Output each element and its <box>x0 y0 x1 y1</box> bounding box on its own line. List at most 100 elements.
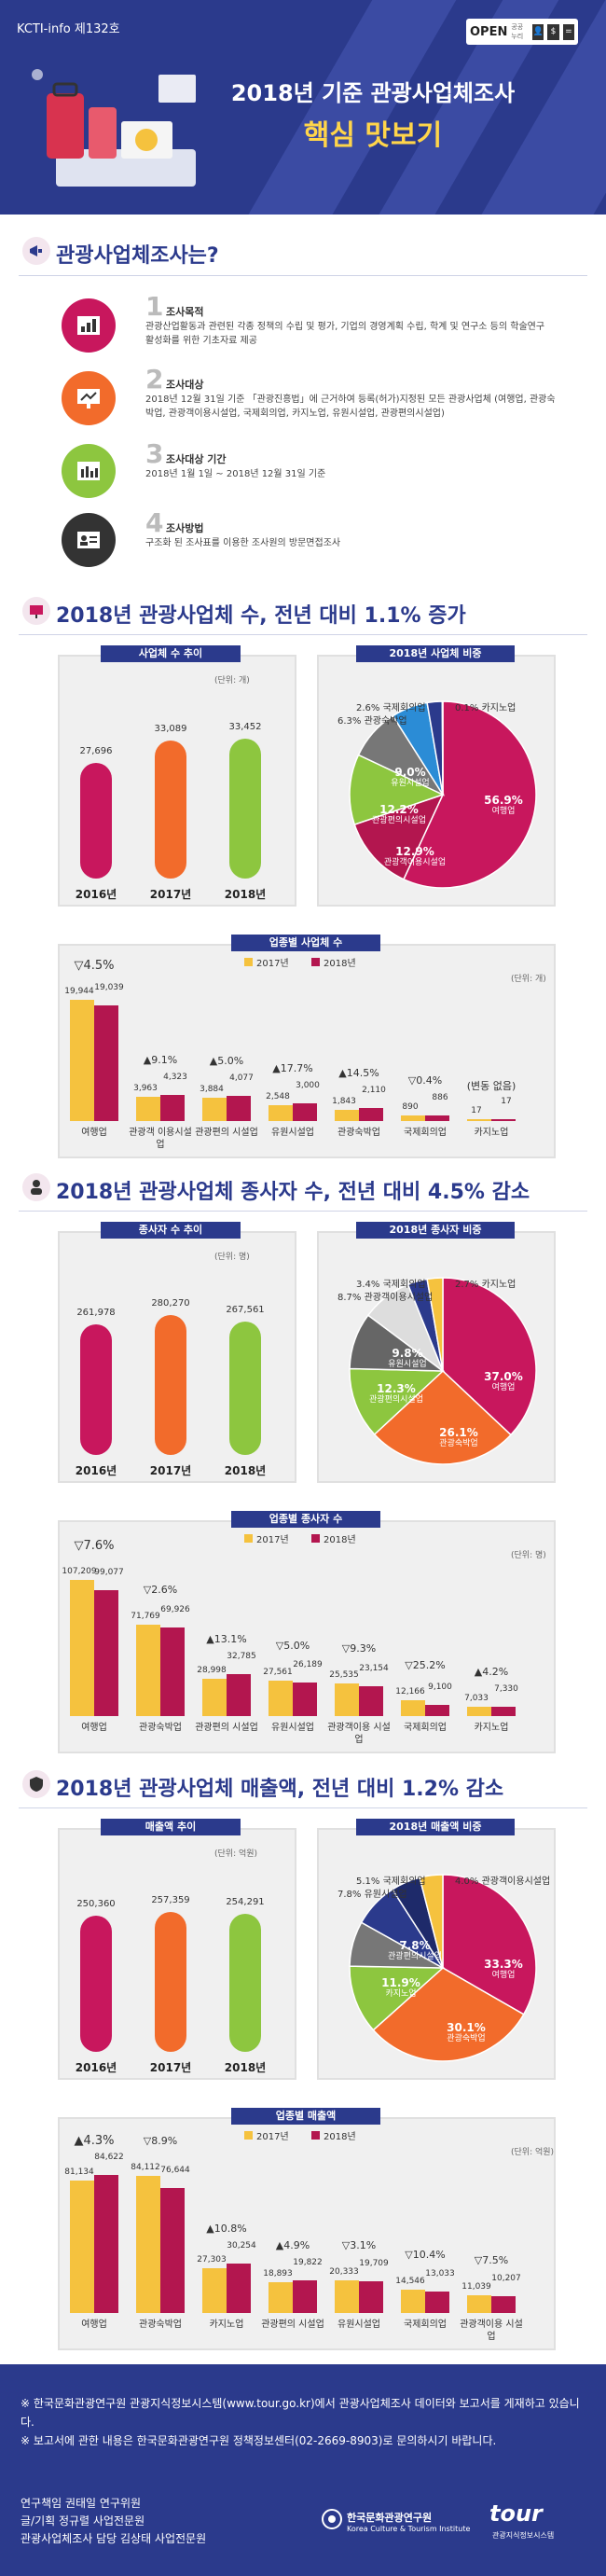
trend-year: 2016년 <box>75 888 117 901</box>
org-name: 한국문화관광연구원 <box>347 2512 433 2524</box>
nc-icon: $ <box>547 23 559 40</box>
pie-name: 관광편의시설업 <box>372 816 426 825</box>
bar-value-2018: 99,077 <box>94 1567 124 1577</box>
change-label: ▽2.6% <box>143 1584 178 1597</box>
pie-chart <box>349 700 537 889</box>
pie-slice <box>442 1874 537 2015</box>
change-label: ▲10.8% <box>206 2223 247 2236</box>
legend-2018: 2018년 <box>311 1531 356 1545</box>
open-sub: 공공누리 <box>511 23 524 40</box>
bar-2017 <box>136 1625 160 1716</box>
pie-name: 유원시설업 <box>391 779 430 788</box>
legend-swatch <box>311 1534 320 1543</box>
legend-2018: 2018년 <box>311 2128 356 2142</box>
pie-name: 관광객이용시설업 <box>383 858 447 867</box>
intro-text-4: 구조화 된 조사표를 이용한 조사원의 방문면접조사 <box>145 538 341 548</box>
trend-year: 2017년 <box>149 1464 192 1477</box>
bar-2017 <box>202 1679 227 1716</box>
footer-note-2: ※ 보고서에 관한 내용은 한국문화관광연구원 정책정보센터(02-2669-8… <box>21 2434 497 2447</box>
pie-chart <box>349 1277 537 1465</box>
trend-bar <box>229 1913 261 2052</box>
pie-inner-label: 12.3% 관광편의시설업 <box>359 1383 434 1406</box>
bar-value-2017: 17 <box>471 1106 482 1115</box>
grouped-bar-title: 업종별 사업체 수 <box>231 935 380 951</box>
trend-value: 250,360 <box>76 1899 116 1910</box>
legend-label: 2017년 <box>256 959 289 969</box>
credit-2: 글/기획 정규렬 사업전문원 <box>21 2514 145 2528</box>
pie-pct: 33.3% <box>484 1958 523 1971</box>
section-title: 2018년 관광사업체 종사자 수, 전년 대비 4.5% 감소 <box>56 1181 530 1204</box>
bar-value-2017: 25,535 <box>329 1670 359 1681</box>
bar-value-2018: 7,330 <box>494 1684 518 1694</box>
bar-value-2018: 23,154 <box>359 1664 389 1674</box>
bar-value-2017: 19,944 <box>64 987 94 997</box>
bar-value-2018: 76,644 <box>160 2166 190 2176</box>
intro-head-2: 조사대상 <box>166 379 204 391</box>
bar-2018 <box>227 2264 251 2313</box>
bar-value-2017: 2,548 <box>266 1092 290 1102</box>
change-label: ▲13.1% <box>206 1633 247 1646</box>
pie-name: 관광편의시설업 <box>388 1952 442 1961</box>
bar-value-2018: 9,100 <box>428 1682 452 1692</box>
legend-swatch <box>244 1534 253 1543</box>
calendar-icon <box>62 444 116 498</box>
section-title: 2018년 관광사업체 수, 전년 대비 1.1% 증가 <box>56 604 466 628</box>
pie-pct: 9.0% <box>394 766 426 779</box>
intro-num-4: 4 <box>145 507 164 538</box>
legend-label: 2017년 <box>256 2132 289 2142</box>
bar-2018 <box>160 2188 185 2313</box>
bar-value-2017: 81,134 <box>64 2167 94 2178</box>
bar-value-2018: 84,622 <box>94 2153 124 2163</box>
category-label: 카지노업 <box>209 2320 244 2330</box>
bar-2017 <box>136 2176 160 2313</box>
bar-2017 <box>467 1707 491 1716</box>
bar-2018 <box>94 1589 118 1716</box>
bar-2017 <box>269 1681 293 1716</box>
intro-head-4: 조사방법 <box>166 522 204 534</box>
legend-2017: 2017년 <box>244 955 289 969</box>
category-label: 관광편의 시설업 <box>195 1128 258 1138</box>
tour-logo: tour <box>489 2500 543 2527</box>
pie-slice <box>372 1967 525 2062</box>
pie-pct: 7.8% <box>399 1939 431 1952</box>
pie-name: 여행업 <box>491 807 516 816</box>
pie-inner-label: 12.2% 관광편의시설업 <box>362 804 436 826</box>
pie-name: 유원시설업 <box>388 1360 427 1369</box>
bar-2018 <box>227 1674 251 1716</box>
bar-2018 <box>491 2296 516 2313</box>
trend-value: 280,270 <box>151 1298 190 1309</box>
trend-unit: (단위: 명) <box>214 1253 250 1262</box>
change-label: ▽25.2% <box>405 1659 446 1672</box>
bar-2018 <box>425 1115 449 1121</box>
trend-value: 33,452 <box>228 722 262 732</box>
bar-2018 <box>425 2292 449 2313</box>
pie-name: 관광숙박업 <box>447 2034 486 2043</box>
change-label: ▲9.1% <box>143 1053 178 1066</box>
legend-2017: 2017년 <box>244 2128 289 2142</box>
bar-2018 <box>359 2280 383 2313</box>
change-label: ▽7.6% <box>74 1538 115 1553</box>
credit-1: 연구책임 권태일 연구위원 <box>21 2497 142 2510</box>
bar-value-2018: 19,039 <box>94 983 124 993</box>
nd-icon: = <box>562 23 575 40</box>
page-title: 2018년 기준 관광사업체조사 <box>230 80 516 106</box>
trend-year: 2016년 <box>75 2061 117 2074</box>
open-logo: OPEN <box>470 24 508 39</box>
legend-swatch <box>311 958 320 966</box>
category-label: 유원시설업 <box>337 2320 380 2330</box>
pie-title: 2018년 종사자 비중 <box>356 1222 515 1239</box>
bar-value-2017: 27,561 <box>263 1668 293 1678</box>
bar-2018 <box>359 1108 383 1121</box>
divider <box>19 634 587 635</box>
issue-number: KCTI-info 제132호 <box>17 22 120 36</box>
intro-text-1: 관광산업활동과 관련된 각종 정책의 수립 및 평가, 기업의 경영계획 수립,… <box>145 322 545 346</box>
pie-pct: 11.9% <box>381 1976 420 1989</box>
trend-title: 매출액 추이 <box>101 1819 241 1835</box>
pie-outer-label: 2.7% 카지노업 <box>455 1280 516 1290</box>
pie-name: 여행업 <box>491 1971 516 1980</box>
bar-2017 <box>467 2294 491 2313</box>
category-label: 유원시설업 <box>271 1723 314 1733</box>
pie-slice <box>402 700 537 889</box>
bar-2017 <box>202 2268 227 2313</box>
trend-year: 2018년 <box>224 888 267 901</box>
